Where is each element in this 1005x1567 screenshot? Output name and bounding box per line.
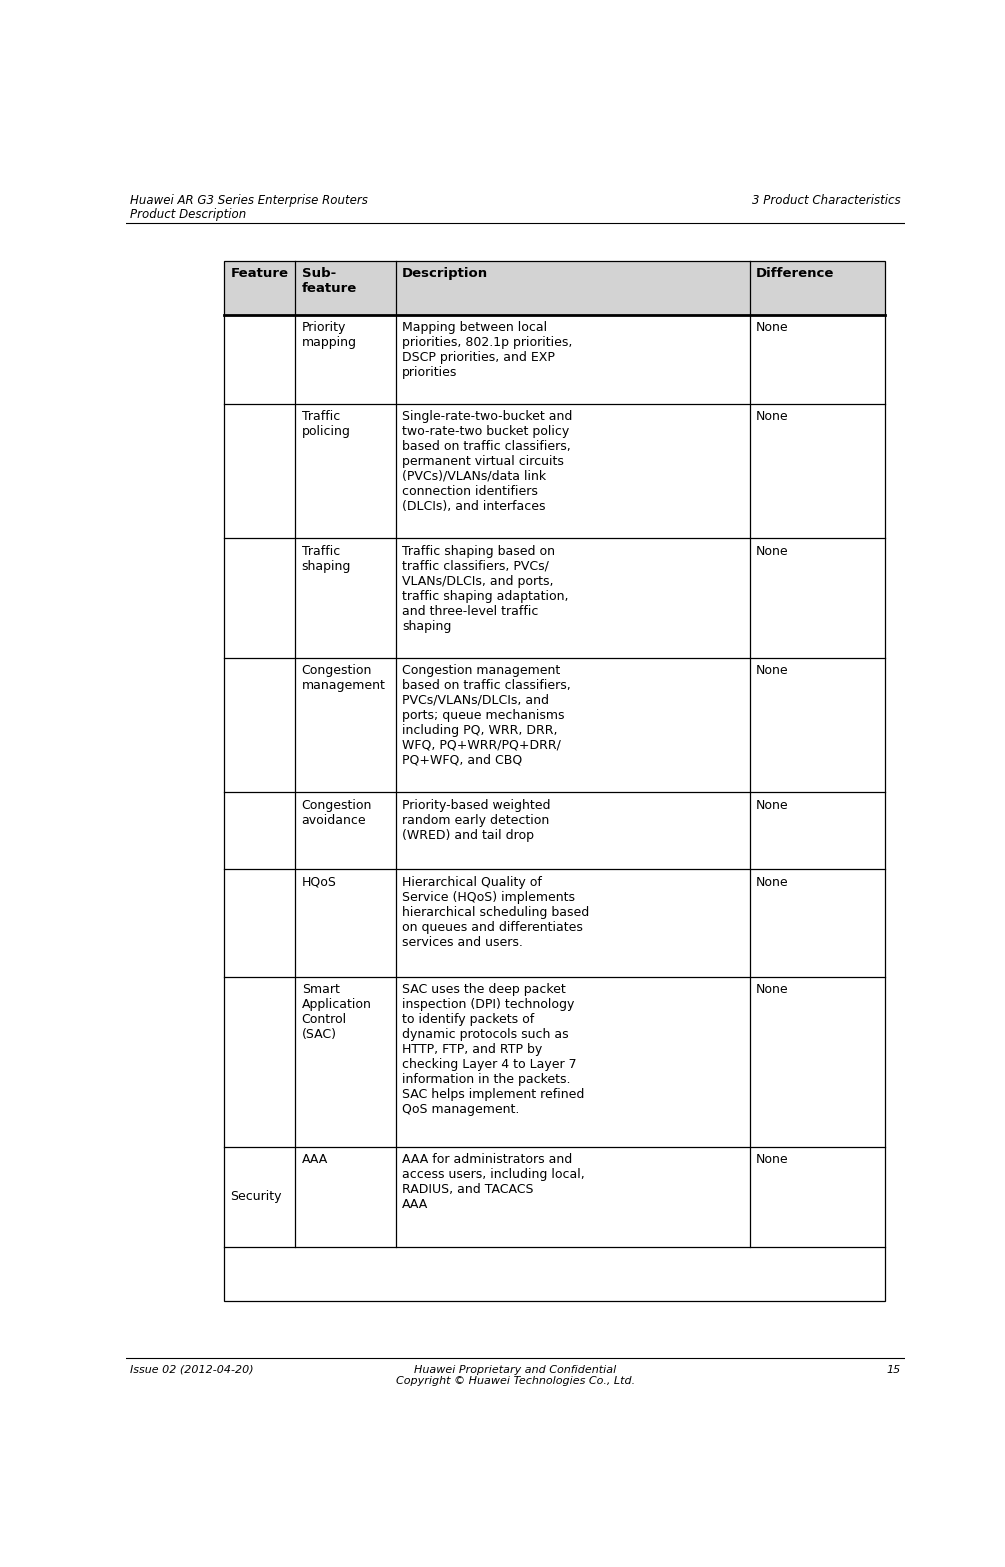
Text: Traffic shaping based on
traffic classifiers, PVCs/
VLANs/DLCIs, and ports,
traf: Traffic shaping based on traffic classif… — [402, 545, 569, 633]
Text: Smart
Application
Control
(SAC): Smart Application Control (SAC) — [302, 984, 372, 1042]
Bar — [224, 404, 885, 539]
Text: AAA for administrators and
access users, including local,
RADIUS, and TACACS
AAA: AAA for administrators and access users,… — [402, 1153, 585, 1211]
Text: Product Description: Product Description — [130, 208, 246, 221]
Text: Feature: Feature — [230, 268, 288, 280]
Bar — [224, 262, 885, 1301]
Text: Mapping between local
priorities, 802.1p priorities,
DSCP priorities, and EXP
pr: Mapping between local priorities, 802.1p… — [402, 321, 573, 379]
Text: Priority
mapping: Priority mapping — [302, 321, 357, 349]
Text: Congestion management
based on traffic classifiers,
PVCs/VLANs/DLCIs, and
ports;: Congestion management based on traffic c… — [402, 664, 571, 766]
Text: Security: Security — [230, 1191, 281, 1203]
Bar — [224, 870, 885, 978]
Text: 15: 15 — [886, 1365, 900, 1374]
Text: Traffic
shaping: Traffic shaping — [302, 545, 351, 572]
Text: Description: Description — [402, 268, 488, 280]
Text: None: None — [756, 321, 789, 334]
Text: Priority-based weighted
random early detection
(WRED) and tail drop: Priority-based weighted random early det… — [402, 799, 551, 841]
Bar — [224, 539, 885, 658]
Text: Issue 02 (2012-04-20): Issue 02 (2012-04-20) — [130, 1365, 253, 1374]
Text: Single-rate-two-bucket and
two-rate-two bucket policy
based on traffic classifie: Single-rate-two-bucket and two-rate-two … — [402, 411, 573, 512]
Text: AAA: AAA — [302, 1153, 328, 1166]
Bar — [224, 262, 885, 315]
Text: Congestion
avoidance: Congestion avoidance — [302, 799, 372, 827]
Text: None: None — [756, 876, 789, 888]
Bar — [224, 978, 885, 1147]
Text: None: None — [756, 1153, 789, 1166]
Text: None: None — [756, 799, 789, 812]
Text: SAC uses the deep packet
inspection (DPI) technology
to identify packets of
dyna: SAC uses the deep packet inspection (DPI… — [402, 984, 585, 1116]
Text: Difference: Difference — [756, 268, 834, 280]
Text: None: None — [756, 545, 789, 558]
Bar — [224, 658, 885, 793]
Text: Congestion
management: Congestion management — [302, 664, 386, 693]
Text: Sub-
feature: Sub- feature — [302, 268, 357, 295]
Bar — [224, 793, 885, 870]
Text: None: None — [756, 664, 789, 677]
Text: Hierarchical Quality of
Service (HQoS) implements
hierarchical scheduling based
: Hierarchical Quality of Service (HQoS) i… — [402, 876, 589, 948]
Text: None: None — [756, 411, 789, 423]
Bar — [224, 315, 885, 404]
Text: Huawei AR G3 Series Enterprise Routers: Huawei AR G3 Series Enterprise Routers — [130, 194, 368, 207]
Bar — [224, 1147, 885, 1247]
Text: None: None — [756, 984, 789, 997]
Text: HQoS: HQoS — [302, 876, 337, 888]
Text: Huawei Proprietary and Confidential
Copyright © Huawei Technologies Co., Ltd.: Huawei Proprietary and Confidential Copy… — [396, 1365, 634, 1387]
Text: Traffic
policing: Traffic policing — [302, 411, 351, 437]
Text: 3 Product Characteristics: 3 Product Characteristics — [752, 194, 900, 207]
